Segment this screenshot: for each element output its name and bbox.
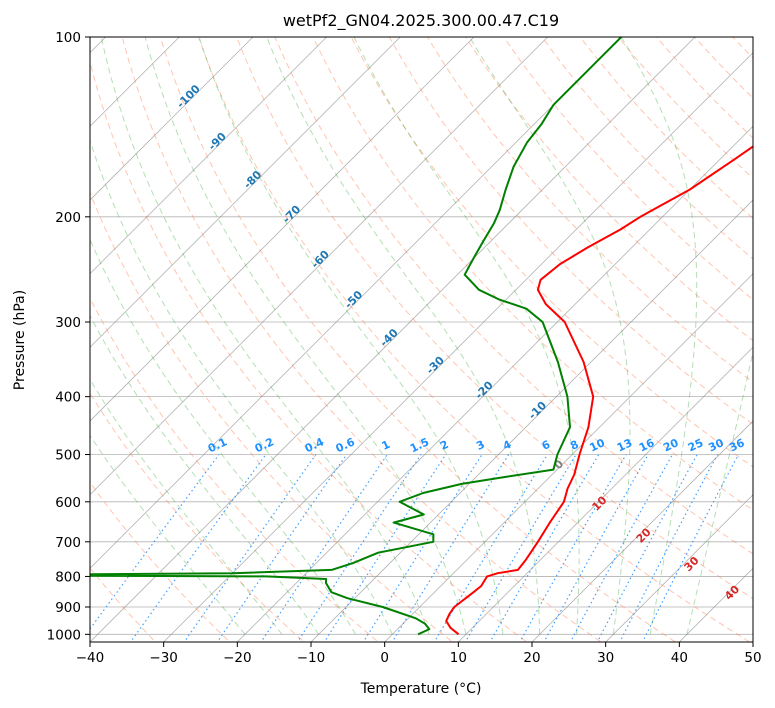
dry-adiabat-line [350, 37, 753, 468]
isotherm-gridline [310, 199, 753, 642]
moist-adiabat-line [90, 434, 246, 635]
x-tick-label: −10 [297, 650, 326, 666]
mixing-ratio-line [464, 454, 577, 642]
moist-adiabat-line [353, 37, 580, 635]
dry-adiabat-line [159, 37, 677, 642]
moist-adiabat-line [469, 37, 631, 635]
background-lines-layer [90, 37, 753, 642]
moist-adiabat-line [144, 37, 467, 635]
dry-adiabat-line [388, 37, 753, 425]
isotherm-gridline [90, 37, 696, 642]
y-axis-label: Pressure (hPa) [12, 290, 28, 390]
mixing-ratio-line [296, 454, 422, 642]
plot-frame [89, 36, 754, 643]
isotherm-gridline [605, 494, 753, 642]
ticks-layer: −40 −30 −20 −10 0 10 20 30 40 50 100 200 300 400 500 60… [47, 30, 762, 666]
isotherm-gridline [90, 37, 327, 275]
y-tick-label: 600 [55, 495, 81, 511]
moist-adiabat-line [198, 37, 504, 635]
isotherm-gridline [90, 37, 254, 201]
mixing-ratio-label: 10 [588, 436, 608, 454]
moist-adiabat-line [620, 37, 698, 635]
dry-adiabat-line [121, 37, 603, 642]
mixing-ratio-line [489, 454, 600, 642]
y-tick-label: 200 [55, 210, 81, 226]
dry-adiabat-line [90, 191, 454, 642]
y-tick-label: 700 [55, 535, 81, 551]
isotherm-gridline [531, 420, 753, 642]
isotherm-gridline [237, 125, 753, 642]
dry-adiabat-line [90, 297, 380, 642]
isotherm-gridline [90, 37, 548, 496]
x-tick-label: 30 [597, 650, 614, 666]
dewpoint-profile-line [90, 37, 623, 636]
y-tick-label: 100 [55, 30, 81, 46]
mixing-ratio-label: 30 [706, 436, 726, 454]
x-tick-label: −20 [223, 650, 252, 666]
x-tick-label: 0 [380, 650, 389, 666]
moist-adiabat-line [100, 37, 430, 635]
x-axis-label: Temperature (°C) [360, 681, 482, 697]
dry-adiabat-line [274, 37, 753, 555]
mixing-ratio-label: 36 [727, 436, 747, 454]
mixing-ratio-line [362, 454, 483, 642]
x-tick-label: −30 [149, 650, 178, 666]
x-tick-label: 20 [523, 650, 540, 666]
y-tick-label: 800 [55, 569, 81, 585]
moist-adiabat-line [686, 349, 753, 635]
dry-adiabat-line [236, 37, 753, 600]
dry-adiabat-line [90, 60, 528, 642]
mixing-ratio-line [183, 454, 317, 642]
y-tick-label: 400 [55, 390, 81, 406]
mixing-ratio-line [619, 454, 719, 642]
dry-adiabat-line [426, 37, 753, 383]
moist-adiabat-line [266, 37, 541, 635]
grid-layer [90, 37, 753, 642]
mixing-ratio-label: 20 [661, 436, 681, 454]
isotherm-gridline [163, 52, 753, 642]
x-tick-label: 40 [671, 650, 688, 666]
mixing-ratio-line [641, 454, 739, 642]
x-tick-label: 10 [450, 650, 467, 666]
mixing-ratio-line [519, 454, 627, 642]
moist-adiabat-line [90, 378, 283, 635]
x-tick-label: 50 [744, 650, 761, 666]
moist-adiabat-line [90, 314, 320, 635]
chart-title: wetPf2_GN04.2025.300.00.47.C19 [283, 11, 559, 31]
mixing-ratio-line [323, 454, 447, 642]
dry-adiabat-line [198, 37, 751, 642]
isotherm-gridline [90, 37, 401, 348]
mixing-ratio-line [260, 454, 388, 642]
dry-adiabat-line [465, 37, 753, 342]
y-tick-label: 300 [55, 315, 81, 331]
mixing-ratio-line [216, 454, 348, 642]
temperature-profile-line [445, 145, 753, 636]
mixing-ratio-label: 13 [615, 436, 634, 454]
mixing-ratio-label: 16 [637, 436, 657, 454]
mixing-ratio-line [433, 454, 549, 642]
isotherm-gridline [90, 37, 622, 569]
sounding-layer [90, 37, 753, 636]
y-tick-label: 500 [55, 448, 81, 464]
dry-adiabat-line [90, 392, 305, 642]
y-tick-label: 1000 [47, 627, 81, 643]
x-tick-label: −40 [76, 650, 105, 666]
y-tick-label: 900 [55, 600, 81, 616]
dry-adiabat-line [503, 37, 753, 301]
isotherm-gridline [384, 273, 753, 642]
mixing-ratio-line [90, 454, 220, 630]
isotherm-gridline [458, 346, 753, 642]
dry-adiabat-line [312, 37, 753, 511]
mixing-ratio-line [391, 454, 510, 642]
mixing-ratio-label: 25 [686, 436, 705, 454]
dry-adiabat-line [90, 481, 231, 642]
moist-adiabat-line [90, 238, 356, 635]
isotherm-gridline [90, 37, 475, 422]
